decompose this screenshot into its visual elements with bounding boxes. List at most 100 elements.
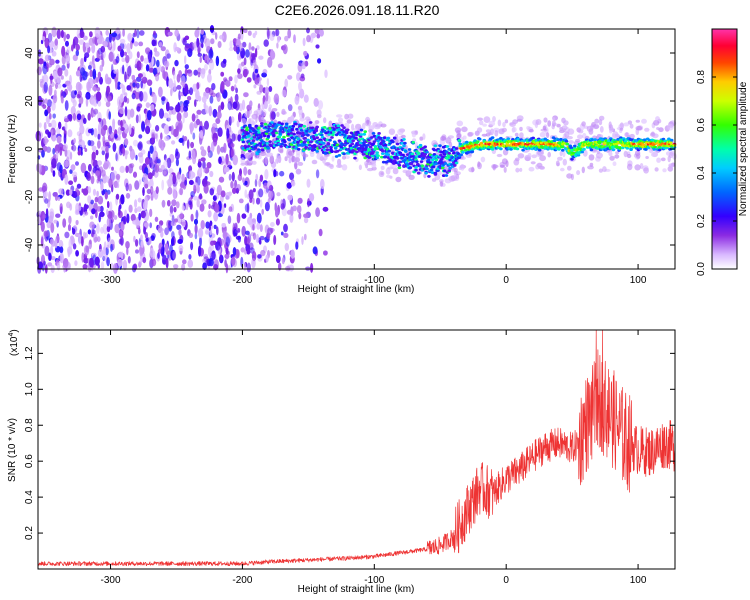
spectrogram-cell	[83, 245, 90, 256]
spectrogram-cell	[190, 191, 195, 198]
spectrogram-cell	[135, 249, 139, 254]
spectrogram-cell	[197, 161, 202, 168]
spectrogram-cell	[247, 30, 252, 36]
spectrogram-cell	[393, 139, 400, 144]
spectrogram-cell	[287, 75, 293, 80]
spectrogram-cell	[287, 145, 292, 149]
spectrogram-cell	[203, 184, 209, 194]
spectrogram-cell	[244, 180, 248, 186]
spectrogram-cell	[347, 113, 354, 119]
spectrogram-cell	[124, 150, 128, 160]
spectrogram-cell	[113, 40, 116, 51]
spectrogram-cell	[337, 117, 344, 123]
spectrogram-cell	[408, 174, 415, 180]
spectrogram-cell	[547, 151, 551, 158]
spectrogram-cell	[319, 29, 324, 37]
spectrogram-cell	[377, 132, 381, 135]
spectrogram-cell	[177, 239, 183, 244]
spectrogram-cell	[132, 82, 136, 88]
spectrogram-cell	[168, 109, 174, 115]
spectrogram-cell	[447, 151, 452, 155]
spectrogram-cell	[199, 56, 202, 63]
spectrogram-cell	[197, 71, 201, 78]
spectrogram-cell	[63, 143, 68, 151]
spectrogram-cell	[337, 162, 342, 168]
snr-y-tick-label: 0.6	[24, 454, 35, 468]
spectrogram-cell	[91, 145, 97, 152]
spectrogram-cell	[192, 132, 196, 140]
spectrogram-cell	[371, 142, 376, 146]
spectrogram-cell	[128, 183, 133, 192]
spectrogram-cell	[88, 164, 92, 172]
spectrogram-cell	[71, 144, 77, 152]
spectrogram-cell	[314, 28, 320, 34]
spectrogram-cell	[156, 159, 161, 164]
spectrogram-cell	[644, 148, 648, 151]
spectrogram-cell	[193, 184, 197, 194]
spectrogram-cell	[303, 143, 308, 147]
spectrogram-cell	[144, 183, 149, 189]
spectrogram-cell	[490, 147, 495, 151]
spectrogram-cell	[340, 143, 344, 147]
spectrogram-cell	[174, 46, 180, 52]
spectrogram-cell	[85, 175, 89, 180]
spectrogram-y-tick-label: 20	[24, 95, 35, 107]
spectrogram-cell	[203, 167, 210, 174]
spectrogram-cell	[564, 139, 569, 143]
spectrogram-cell	[220, 238, 224, 246]
spectrogram-cell	[492, 164, 496, 171]
spectrogram-cell	[608, 151, 613, 156]
spectrogram-cell	[50, 256, 56, 261]
spectrogram-cell	[89, 257, 94, 268]
spectrogram-cell	[195, 114, 199, 119]
spectrogram-cell	[138, 113, 141, 123]
spectrogram-cell	[266, 78, 270, 87]
spectrogram-cell	[232, 247, 237, 256]
spectrogram-cell	[120, 127, 125, 131]
spectrogram-cell	[173, 264, 179, 269]
spectrogram-cell	[65, 156, 70, 167]
spectrogram-x-ticks: -300 -200 -100 0 100	[101, 29, 647, 286]
spectrogram-cell	[211, 83, 216, 91]
spectrogram-cell	[497, 119, 502, 127]
spectrogram-cell	[293, 156, 298, 164]
spectrogram-cell	[198, 42, 202, 48]
spectrogram-cell	[561, 145, 565, 149]
spectrogram-cell	[337, 154, 342, 157]
spectrogram-cell	[60, 75, 64, 80]
spectrogram-cell	[276, 139, 281, 143]
spectrogram-cell	[195, 209, 199, 220]
spectrogram-cell	[277, 121, 282, 124]
spectrogram-cell	[454, 161, 459, 165]
spectrogram-cell	[46, 99, 53, 108]
spectrogram-cell	[237, 73, 243, 79]
spectrogram-cell	[330, 150, 334, 153]
spectrogram-cell	[219, 254, 224, 264]
spectrogram-cell	[126, 85, 132, 91]
spectrogram-cell	[64, 231, 70, 239]
spectrogram-cell	[246, 147, 250, 151]
spectrogram-cell	[519, 167, 523, 172]
spectrogram-cell	[142, 257, 147, 264]
spectrogram-cell	[562, 150, 566, 158]
spectrogram-cell	[75, 219, 79, 226]
spectrogram-cell	[190, 123, 193, 133]
spectrogram-cell	[244, 235, 248, 246]
spectrogram-cell	[479, 141, 484, 145]
spectrogram-cell	[645, 156, 649, 159]
spectrogram-cell	[48, 84, 53, 96]
spectrogram-cell	[195, 176, 198, 184]
spectrogram-cell	[190, 213, 194, 222]
spectrogram-cell	[126, 213, 130, 224]
spectrogram-cell	[607, 139, 611, 143]
spectrogram-cell	[284, 156, 288, 162]
spectrogram-cell	[411, 140, 416, 144]
spectrogram-cell	[190, 141, 195, 149]
spectrogram-cell	[40, 236, 44, 247]
spectrogram-cell	[91, 151, 96, 161]
spectrogram-cell	[79, 119, 84, 128]
spectrogram-cell	[100, 261, 105, 270]
spectrogram-cell	[49, 81, 55, 88]
spectrogram-cell	[67, 129, 73, 138]
